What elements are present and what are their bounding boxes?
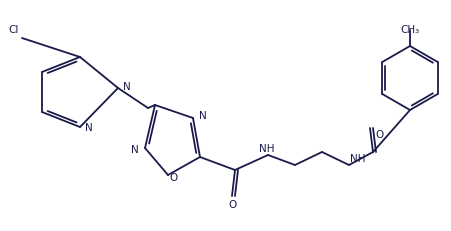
Text: NH: NH (349, 154, 365, 164)
Text: O: O (374, 130, 382, 140)
Text: CH₃: CH₃ (400, 25, 419, 35)
Text: N: N (123, 82, 130, 92)
Text: Cl: Cl (9, 25, 19, 35)
Text: O: O (169, 173, 177, 183)
Text: O: O (228, 200, 237, 210)
Text: N: N (85, 123, 92, 133)
Text: NH: NH (259, 144, 274, 154)
Text: N: N (198, 111, 206, 121)
Text: N: N (131, 145, 139, 155)
